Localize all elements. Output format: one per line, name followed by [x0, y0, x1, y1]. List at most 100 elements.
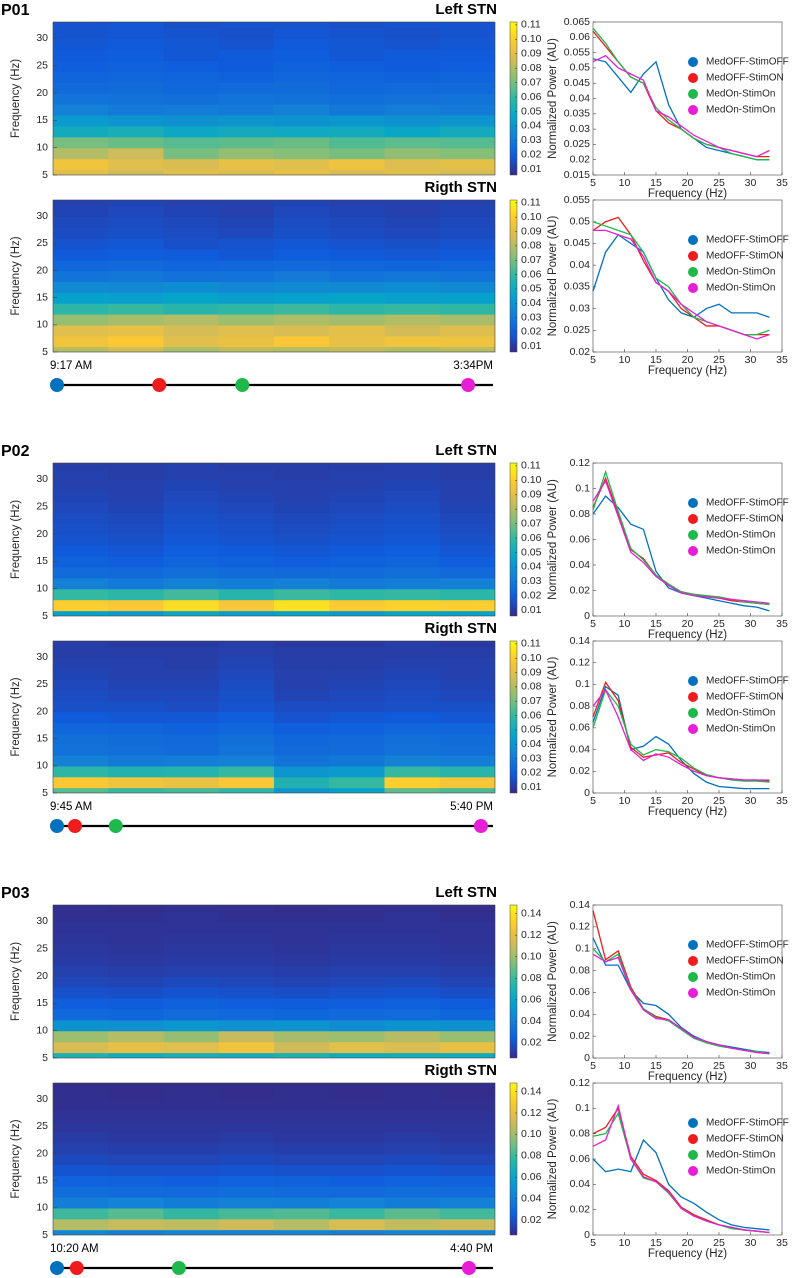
legend-label: MedOFF-StimON [706, 251, 784, 262]
heatmap-cell [329, 679, 386, 691]
heatmap-cell [274, 1153, 330, 1166]
legend-marker [688, 692, 698, 702]
colorbar-tick-label: 0.07 [521, 76, 542, 88]
heatmap-cell [53, 534, 109, 546]
heatmap-cell [439, 577, 495, 590]
heatmap-cell [218, 534, 275, 546]
heatmap-cell [439, 744, 495, 756]
heatmap-cell [108, 544, 165, 557]
y-tick-label: 0.02 [570, 765, 591, 777]
x-tick-label: 25 [713, 1237, 725, 1249]
x-tick-label: 25 [713, 795, 725, 807]
y-tick-label: 0.12 [570, 656, 591, 668]
heatmap-cell [53, 679, 109, 691]
heatmap-cell [384, 711, 441, 724]
heatmap-cell [274, 27, 330, 39]
x-axis-label: Frequency (Hz) [648, 365, 727, 377]
colorbar-tick-label: 0.10 [521, 33, 542, 45]
heatmap-cell [384, 71, 441, 83]
heatmap-cell [274, 689, 330, 702]
legend-marker [688, 972, 698, 982]
heatmap-cell [218, 1083, 275, 1090]
heatmap-cell [439, 588, 495, 601]
heatmap-cell [384, 610, 441, 616]
heatmap-cells [53, 905, 495, 1058]
heatmap-cell [108, 22, 165, 29]
heatmap-cell [163, 1186, 220, 1198]
x-tick-label: 30 [745, 795, 757, 807]
heatmap-cell [329, 114, 386, 127]
y-tick-label: 20 [36, 264, 48, 276]
x-tick-label: 5 [590, 177, 596, 189]
colorbar-tick-label: 0.09 [521, 48, 542, 60]
heatmap-cell [384, 259, 441, 272]
heatmap-cell [274, 281, 330, 293]
heatmap-cell [274, 238, 330, 250]
heatmap-cell [329, 281, 386, 293]
colorbar-tick-label: 0.02 [521, 590, 542, 602]
heatmap-cell [53, 744, 109, 756]
heatmap-cell [108, 49, 165, 61]
heatmap-cell [53, 976, 109, 988]
heatmap-cell [218, 689, 275, 702]
heatmap-cell [218, 657, 275, 669]
heatmap-cell [329, 71, 386, 83]
heatmap-cell [329, 787, 386, 793]
heatmap-cell [439, 932, 495, 944]
legend-marker [688, 267, 698, 277]
heatmap-cell [108, 238, 165, 250]
heatmap-cell [163, 1110, 220, 1122]
colorbar-tick-label: 0.14 [521, 1085, 542, 1097]
heatmap-cell [439, 205, 495, 217]
plot-frame [592, 1082, 783, 1236]
heatmap-cell [329, 1186, 386, 1198]
timeline-point [152, 378, 167, 392]
colorbar-tick-label: 0.09 [521, 489, 542, 501]
heatmap-cell [274, 1088, 330, 1100]
heatmap-cell [108, 700, 165, 713]
heatmap-cell [218, 668, 275, 680]
heatmap-cell [329, 1110, 386, 1122]
heatmap-cell [53, 954, 109, 966]
timeline-point [108, 819, 123, 833]
x-tick-label: 20 [682, 1060, 694, 1072]
legend-label: MedOFF-StimOFF [706, 940, 789, 951]
heatmap-cell [439, 238, 495, 250]
heatmap-cell [274, 577, 330, 590]
heatmap-cell [163, 1121, 220, 1133]
heatmap-cell [163, 335, 220, 348]
heatmap-cell [163, 1175, 220, 1187]
heatmap-cell [53, 555, 109, 568]
x-tick-label: 10 [619, 1060, 631, 1072]
heatmap-cell [163, 588, 220, 601]
series-line [592, 1103, 770, 1234]
y-tick-label: 5 [42, 169, 48, 181]
y-tick-label: 15 [36, 555, 48, 567]
heatmap-cell [274, 588, 330, 601]
legend-label: MedOFF-StimON [706, 692, 784, 703]
heatmap-cell [384, 248, 441, 261]
heatmap-cell [163, 954, 220, 966]
colorbar-tick-label: 0.02 [521, 149, 542, 161]
heatmap-cell [53, 722, 109, 734]
heatmap-cell [53, 1229, 109, 1235]
series-line [592, 27, 770, 161]
legend-marker [688, 73, 698, 83]
heatmap-cell [108, 943, 165, 955]
heatmap-cell [329, 755, 386, 767]
x-tick-label: 35 [776, 177, 788, 189]
heatmap-cell [329, 238, 386, 250]
legend-label: MedOn-StimOn [706, 708, 775, 719]
heatmap-cell [329, 689, 386, 702]
heatmap-cell [274, 534, 330, 546]
heatmap-cell [274, 744, 330, 756]
colorbar-tick-label: 0.11 [521, 638, 541, 650]
heatmap-cell [439, 921, 495, 933]
heatmap-cell [274, 292, 330, 304]
plot-frame [52, 1082, 496, 1236]
heatmap-cell [53, 103, 109, 116]
heatmap-cell [163, 490, 220, 502]
legend-marker [688, 530, 698, 540]
y-tick-label: 0.03 [570, 123, 591, 135]
y-tick-label: 0.04 [570, 92, 591, 104]
